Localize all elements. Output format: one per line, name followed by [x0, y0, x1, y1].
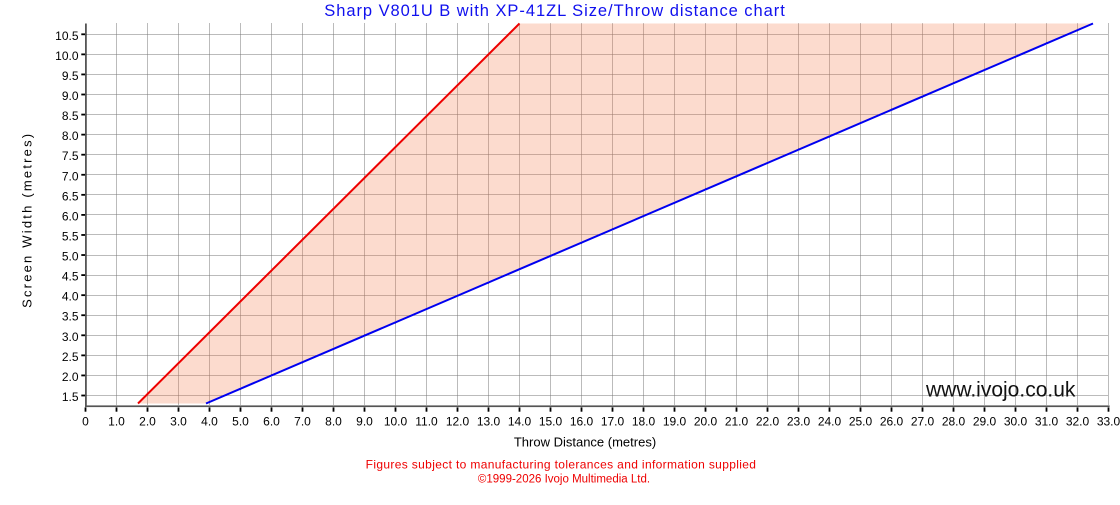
svg-text:28.0: 28.0 [942, 414, 966, 428]
svg-text:21.0: 21.0 [725, 414, 749, 428]
svg-text:Screen Width (metres): Screen Width (metres) [19, 132, 34, 308]
svg-text:12.0: 12.0 [446, 414, 470, 428]
svg-text:2.5: 2.5 [62, 350, 79, 364]
svg-text:4.5: 4.5 [62, 270, 79, 284]
svg-text:25.0: 25.0 [849, 414, 873, 428]
svg-text:www.ivojo.co.uk: www.ivojo.co.uk [925, 379, 1076, 402]
svg-text:©1999-2026 Ivojo Multimedia Lt: ©1999-2026 Ivojo Multimedia Ltd. [478, 474, 650, 486]
svg-text:Figures subject to manufacturi: Figures subject to manufacturing toleran… [366, 457, 757, 471]
svg-text:5.0: 5.0 [62, 250, 79, 264]
svg-text:30.0: 30.0 [1004, 414, 1028, 428]
svg-text:10.5: 10.5 [55, 29, 79, 43]
svg-text:14.0: 14.0 [508, 414, 532, 428]
svg-text:7.0: 7.0 [62, 169, 79, 183]
svg-text:3.0: 3.0 [62, 330, 79, 344]
svg-text:9.0: 9.0 [356, 414, 373, 428]
svg-text:20.0: 20.0 [694, 414, 718, 428]
svg-text:19.0: 19.0 [663, 414, 687, 428]
svg-text:6.0: 6.0 [263, 414, 280, 428]
svg-text:27.0: 27.0 [911, 414, 935, 428]
svg-text:15.0: 15.0 [539, 414, 563, 428]
svg-text:6.5: 6.5 [62, 189, 79, 203]
svg-text:0: 0 [82, 414, 89, 428]
svg-text:10.0: 10.0 [384, 414, 408, 428]
svg-text:4.0: 4.0 [201, 414, 218, 428]
svg-text:7.0: 7.0 [294, 414, 311, 428]
svg-text:Throw Distance (metres): Throw Distance (metres) [514, 435, 656, 450]
svg-text:9.5: 9.5 [62, 69, 79, 83]
svg-text:23.0: 23.0 [787, 414, 811, 428]
svg-text:17.0: 17.0 [601, 414, 625, 428]
svg-text:11.0: 11.0 [415, 414, 438, 428]
svg-text:32.0: 32.0 [1066, 414, 1090, 428]
svg-text:26.0: 26.0 [880, 414, 904, 428]
svg-text:10.0: 10.0 [55, 49, 79, 63]
svg-text:4.0: 4.0 [62, 290, 79, 304]
svg-text:7.5: 7.5 [62, 149, 79, 163]
svg-text:3.0: 3.0 [170, 414, 187, 428]
svg-text:5.0: 5.0 [232, 414, 249, 428]
svg-text:8.0: 8.0 [62, 129, 79, 143]
svg-text:31.0: 31.0 [1035, 414, 1059, 428]
svg-text:1.5: 1.5 [62, 390, 79, 404]
svg-text:3.5: 3.5 [62, 310, 79, 324]
svg-text:6.0: 6.0 [62, 209, 79, 223]
svg-text:33.0: 33.0 [1097, 414, 1120, 428]
svg-text:16.0: 16.0 [570, 414, 594, 428]
svg-text:8.5: 8.5 [62, 109, 79, 123]
svg-text:2.0: 2.0 [62, 370, 79, 384]
svg-text:24.0: 24.0 [818, 414, 842, 428]
svg-text:22.0: 22.0 [756, 414, 780, 428]
svg-text:2.0: 2.0 [139, 414, 156, 428]
svg-text:5.5: 5.5 [62, 229, 79, 243]
svg-text:29.0: 29.0 [973, 414, 997, 428]
svg-text:9.0: 9.0 [62, 89, 79, 103]
svg-text:1.0: 1.0 [108, 414, 125, 428]
svg-text:Sharp V801U B with XP-41ZL Siz: Sharp V801U B with XP-41ZL Size/Throw di… [324, 2, 785, 20]
svg-text:18.0: 18.0 [632, 414, 656, 428]
svg-text:13.0: 13.0 [477, 414, 501, 428]
svg-text:8.0: 8.0 [325, 414, 342, 428]
